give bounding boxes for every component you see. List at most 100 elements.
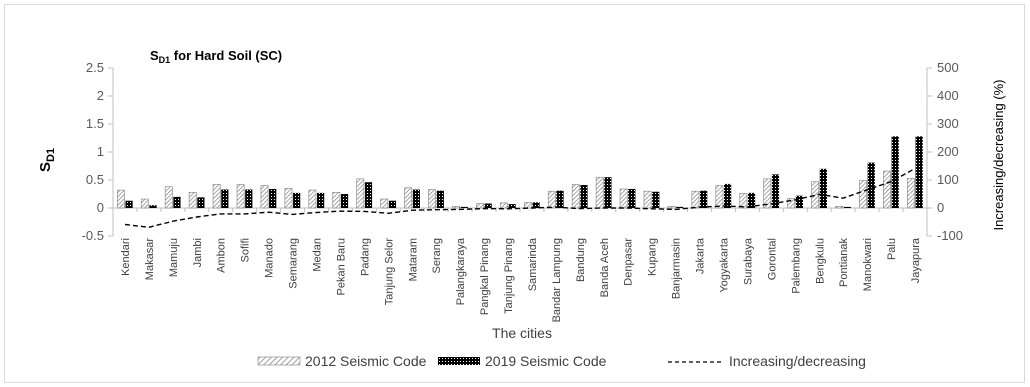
x-tick-label: Bengkulu [814, 238, 826, 284]
legend-label-2019: 2019 Seismic Code [485, 353, 607, 369]
legend-swatch-2019 [438, 357, 480, 365]
x-tick-label: Jakarta [695, 237, 707, 274]
y2-tick-label: 200 [937, 144, 959, 159]
bar-2019 [628, 188, 636, 208]
bar-2019 [915, 136, 923, 208]
bar-2012 [164, 186, 173, 209]
x-tick-label: Jayapura [910, 237, 922, 283]
chart-frame [4, 4, 1025, 383]
x-tick-label: Palangkaraya [455, 237, 467, 305]
x-tick-label: Gorontal [766, 238, 778, 280]
bar-2019 [747, 192, 756, 208]
x-tick-label: Kupang [647, 238, 659, 276]
bar-2012 [619, 188, 628, 209]
legend: 2012 Seismic Code 2019 Seismic Code Incr… [257, 353, 866, 369]
bar-2019 [771, 174, 780, 208]
y-tick-label: 0.5 [86, 172, 104, 187]
bar-2012 [500, 202, 508, 209]
x-tick-label: Manokwari [862, 238, 874, 291]
bar-2012 [404, 187, 413, 209]
bar-2019 [388, 200, 397, 208]
bar-2019 [843, 206, 851, 208]
legend-label-2012: 2012 Seismic Code [305, 353, 427, 369]
bar-2019 [197, 197, 205, 208]
plot-area: -0.5 0 0.5 1 1.5 2 2.5 -100 0 100 200 300 400 500 Kend… [82, 60, 963, 322]
bar-2012 [859, 180, 867, 209]
bar-2012 [715, 185, 724, 209]
x-tick-label: Sofifi [240, 238, 252, 262]
legend-label-line: Increasing/decreasing [729, 353, 866, 369]
bar-2012 [380, 198, 389, 209]
bar-2012 [787, 198, 796, 209]
x-tick-label: Banda Aceh [599, 238, 611, 297]
y-tick-label: 1 [97, 144, 104, 159]
x-tick-label: Makasar [144, 238, 156, 281]
x-tick-label: Palembang [790, 238, 802, 294]
bar-2019 [221, 189, 229, 208]
x-tick-label: Mamuju [168, 238, 180, 277]
bar-2019 [460, 206, 468, 208]
bar-2012 [571, 184, 580, 209]
y-tick-label: 0 [97, 200, 104, 215]
bar-2019 [412, 189, 420, 208]
y-tick-label: -0.5 [82, 228, 104, 243]
bar-2012 [284, 188, 293, 209]
y2-tick-label: 300 [937, 116, 959, 131]
bar-2019 [867, 162, 875, 208]
y-tick-label: 2 [97, 88, 104, 103]
x-tick-label: Yogyakarta [719, 237, 731, 293]
bar-2012 [835, 206, 844, 209]
x-tick-label: Denpasar [623, 238, 635, 286]
x-tick-label: Tanjung Pinang [503, 238, 515, 314]
bar-2019 [676, 206, 684, 208]
bar-2012 [547, 190, 556, 209]
x-tick-label: Surabaya [742, 237, 754, 285]
y2-tick-label: -100 [937, 228, 963, 243]
bar-2019 [580, 185, 588, 208]
x-tick-label: Jambi [192, 238, 204, 267]
bar-2012 [691, 190, 700, 209]
bar-2019 [293, 192, 301, 208]
bar-2012 [476, 203, 484, 209]
x-tick-label: Palu [886, 238, 898, 260]
x-tick-label: Serang [431, 238, 443, 273]
y2-tick-label: 500 [937, 60, 959, 75]
x-tick-label: Pekan Baru [335, 238, 347, 295]
x-tick-label: Pontianak [838, 238, 850, 287]
bar-2012 [116, 189, 125, 209]
x-tick-label: Samarinda [527, 237, 539, 291]
bar-2012 [667, 206, 676, 209]
bar-2012 [428, 189, 437, 209]
x-tick-label: Padang [359, 238, 371, 276]
bar-2019 [891, 136, 899, 208]
y-tick-label: 1.5 [86, 116, 104, 131]
bar-2019 [340, 194, 349, 208]
x-tick-label: Bandar Lampung [551, 238, 563, 322]
x-tick-label: Bandung [575, 238, 587, 282]
bar-2019 [484, 203, 492, 208]
x-tick-label: Ambon [216, 238, 228, 273]
x-tick-label: Tanjung Selor [383, 238, 395, 306]
bar-2012 [356, 178, 365, 209]
bar-2012 [212, 184, 221, 209]
bar-2012 [907, 178, 915, 209]
x-tick-label: Kendari [120, 238, 132, 276]
bar-2012 [260, 185, 269, 209]
bar-2019 [125, 200, 133, 208]
bar-2012 [523, 202, 532, 209]
x-tick-label: Pangkal Pinang [479, 238, 491, 315]
x-tick-label: Semarang [288, 238, 300, 289]
y-axis-label: SD1 [37, 148, 57, 172]
bar-2012 [883, 170, 891, 209]
bar-2019 [436, 190, 444, 208]
bar-2019 [149, 205, 157, 208]
bar-2019 [508, 204, 516, 208]
bar-2012 [188, 192, 197, 209]
x-tick-label: Banjarmasin [671, 238, 683, 299]
bar-2019 [700, 190, 708, 208]
bar-2019 [245, 189, 253, 208]
x-tick-label: Manado [264, 238, 276, 278]
legend-swatch-2012 [257, 356, 301, 366]
bar-2012 [308, 189, 317, 209]
